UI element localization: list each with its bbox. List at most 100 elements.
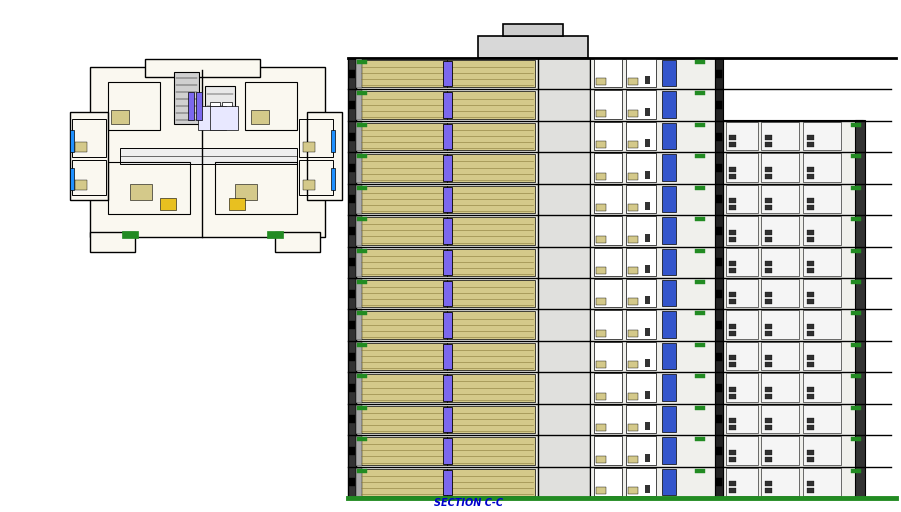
Bar <box>594 467 622 496</box>
Bar <box>645 76 650 84</box>
Bar <box>356 373 362 403</box>
Bar <box>596 267 606 274</box>
Bar <box>716 196 722 203</box>
Bar <box>726 342 758 370</box>
Bar <box>626 342 656 370</box>
Bar <box>695 248 705 252</box>
Bar <box>349 227 355 235</box>
Bar <box>356 467 362 497</box>
Bar <box>357 217 367 221</box>
Bar <box>645 296 650 305</box>
Bar <box>356 279 362 308</box>
Bar <box>765 237 772 242</box>
Bar <box>662 311 676 338</box>
Bar <box>716 70 722 78</box>
Bar <box>662 123 676 150</box>
Bar <box>729 488 736 493</box>
Bar <box>761 467 799 496</box>
Bar <box>356 91 362 120</box>
Bar <box>356 248 362 277</box>
Bar <box>726 467 758 496</box>
Bar <box>851 154 861 158</box>
Bar <box>716 258 722 266</box>
Bar <box>596 424 606 431</box>
Bar <box>359 343 535 370</box>
Bar <box>803 248 841 276</box>
Bar <box>594 248 622 276</box>
Bar <box>807 324 814 329</box>
Bar <box>626 122 656 151</box>
Bar <box>626 373 656 402</box>
Bar <box>761 404 799 433</box>
Bar <box>356 404 362 434</box>
Bar <box>628 204 638 211</box>
Bar <box>761 185 799 213</box>
Bar <box>765 261 772 266</box>
Bar <box>349 133 355 141</box>
Bar <box>807 198 814 203</box>
Bar <box>807 142 814 147</box>
Bar <box>443 375 452 401</box>
Bar <box>626 59 656 88</box>
Bar <box>628 236 638 243</box>
Bar <box>359 123 535 151</box>
Bar <box>807 237 814 242</box>
Bar <box>72 119 106 157</box>
Bar <box>645 328 650 336</box>
Bar <box>807 481 814 486</box>
Bar <box>715 58 723 498</box>
Bar <box>726 248 758 276</box>
Bar <box>645 108 650 116</box>
Bar <box>75 142 87 152</box>
Bar <box>807 331 814 336</box>
Text: SECTION C-C: SECTION C-C <box>433 498 503 508</box>
Bar <box>729 198 736 203</box>
Bar <box>803 436 841 464</box>
Bar <box>356 58 538 498</box>
Bar <box>716 321 722 329</box>
Bar <box>628 424 638 431</box>
Bar <box>251 110 269 124</box>
Bar <box>215 162 297 214</box>
Bar <box>359 406 535 433</box>
Bar <box>349 478 355 486</box>
Bar <box>645 233 650 242</box>
Bar <box>716 384 722 392</box>
Bar <box>70 168 74 190</box>
Bar <box>359 280 535 307</box>
Bar <box>198 106 226 130</box>
Bar <box>716 353 722 360</box>
Bar <box>761 373 799 402</box>
Bar <box>803 467 841 496</box>
Bar <box>626 279 656 307</box>
Bar <box>716 447 722 455</box>
Bar <box>443 407 452 432</box>
Bar <box>761 122 799 151</box>
Bar <box>726 185 758 213</box>
Bar <box>729 418 736 423</box>
Bar <box>628 456 638 462</box>
Bar <box>443 218 452 244</box>
Bar <box>349 101 355 109</box>
Bar <box>443 470 452 495</box>
Bar <box>359 154 535 182</box>
Bar <box>356 342 362 371</box>
Bar <box>695 406 705 410</box>
Bar <box>726 122 758 151</box>
Bar <box>807 488 814 493</box>
Bar <box>357 437 367 441</box>
Bar <box>765 167 772 172</box>
Bar <box>594 279 622 307</box>
Bar <box>145 59 260 77</box>
Bar <box>729 450 736 455</box>
Bar <box>803 342 841 370</box>
Bar <box>626 310 656 339</box>
Bar <box>538 58 590 498</box>
Bar <box>695 343 705 347</box>
Bar <box>761 153 799 182</box>
Bar <box>108 82 160 130</box>
Bar <box>729 174 736 179</box>
Bar <box>596 173 606 180</box>
Bar <box>626 248 656 276</box>
Bar <box>594 310 622 339</box>
